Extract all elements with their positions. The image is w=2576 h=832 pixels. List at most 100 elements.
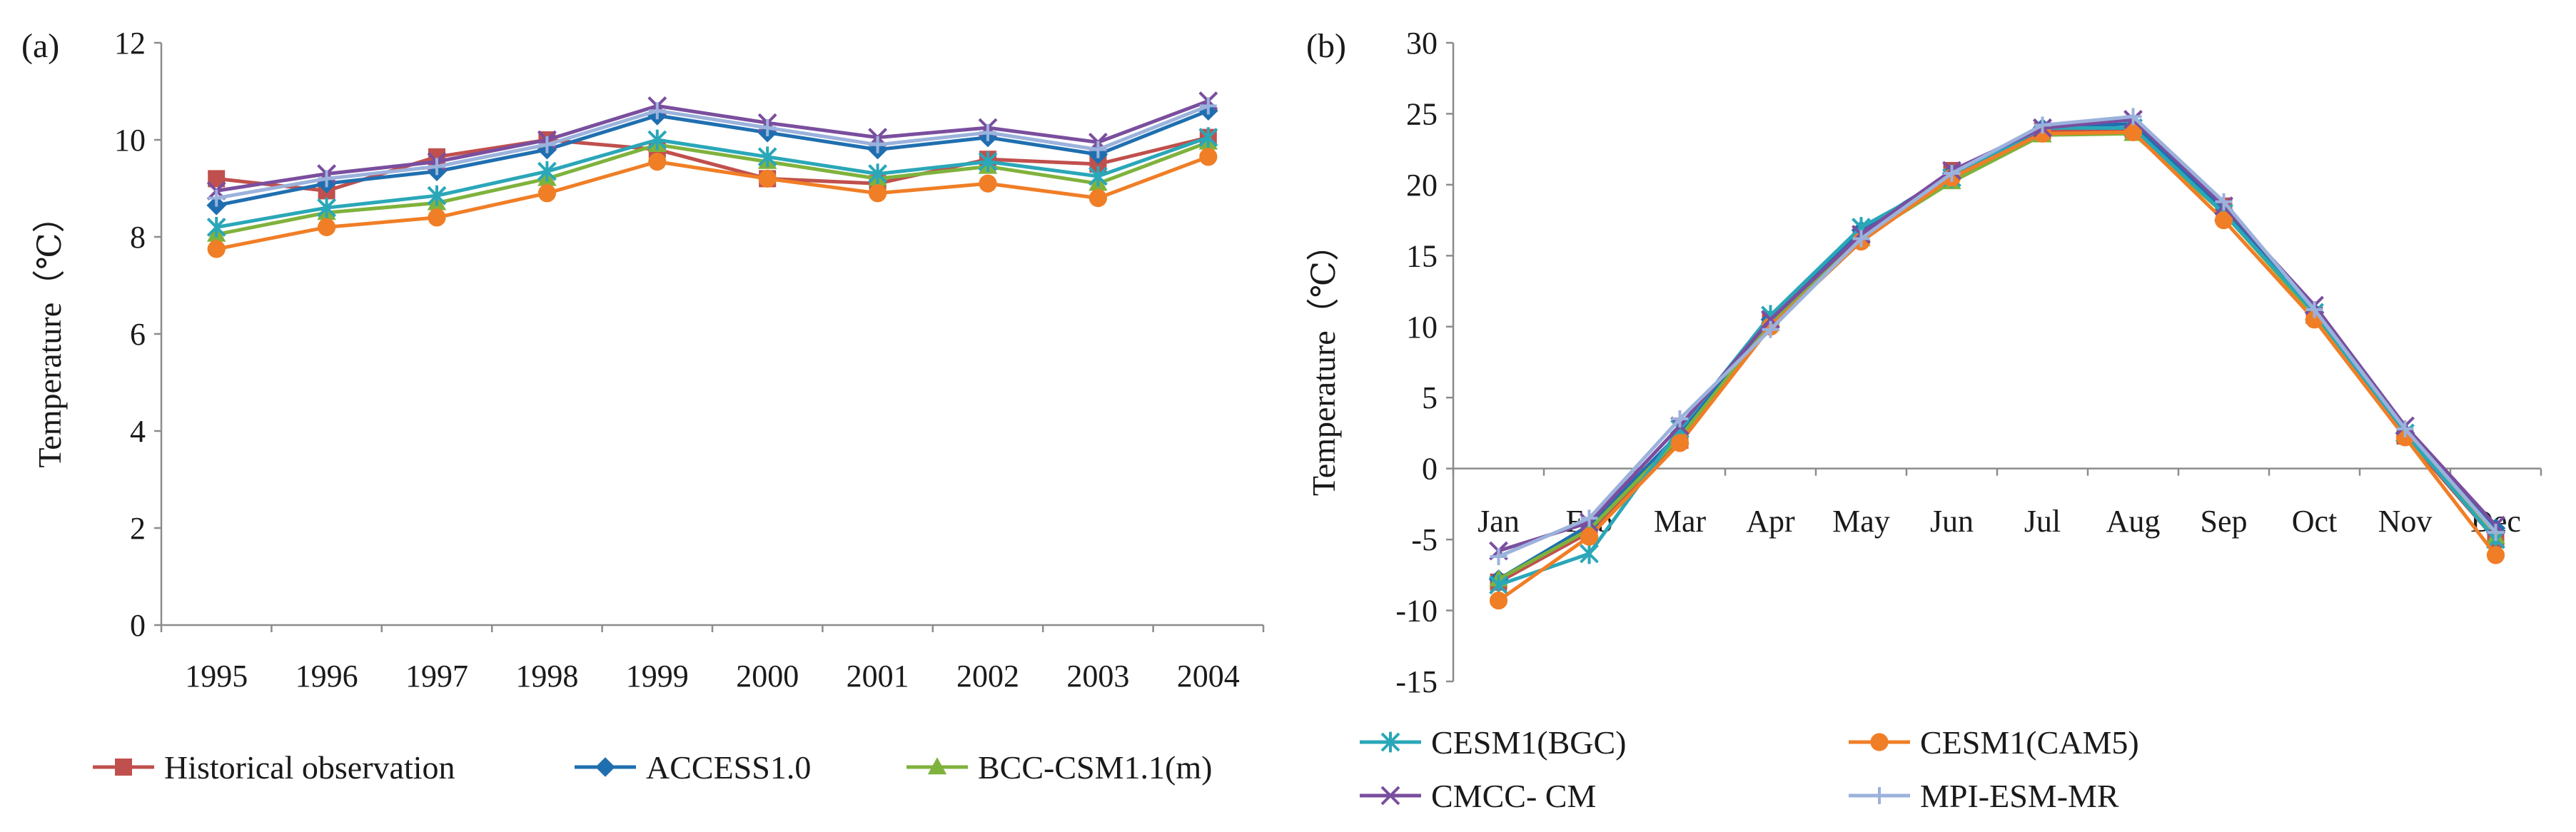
x-tick-label: Apr	[1746, 504, 1795, 539]
x-tick-label: Nov	[2378, 504, 2433, 539]
y-tick-label: 20	[1406, 168, 1438, 203]
data-point-mpi-esm-mr	[1490, 547, 1507, 565]
data-point-mpi-esm-mr	[979, 123, 996, 141]
x-tick-label: Aug	[2106, 504, 2161, 539]
legend-label: CMCC- CM	[1431, 778, 1596, 814]
y-tick-label: 10	[114, 123, 146, 158]
data-point-cesm1-cam5	[1670, 434, 1689, 452]
data-point-cesm1-cam5	[869, 184, 887, 203]
x-tick-label: 1997	[405, 659, 468, 694]
y-tick-label: 0	[1422, 452, 1438, 487]
panel-a-label: (a)	[21, 27, 59, 65]
series-line-access1-0	[216, 108, 1209, 208]
data-point-mpi-esm-mr	[318, 170, 335, 188]
x-tick-label: 2002	[956, 659, 1019, 694]
legend-item-mpi-esm-mr: MPI-ESM-MR	[1849, 778, 2119, 814]
legend-marker	[1871, 787, 1888, 804]
data-point-mpi-esm-mr	[648, 102, 666, 120]
data-point-cesm1-cam5	[2123, 123, 2143, 141]
x-tick-label: 2001	[847, 659, 909, 694]
x-tick-label: 1996	[296, 659, 358, 694]
series-line-cmcc-cm	[216, 99, 1209, 193]
data-point-cesm1-cam5	[979, 174, 997, 193]
x-tick-label: Jun	[1930, 504, 1974, 539]
legend-marker	[1870, 733, 1889, 751]
chart-a: 0 2 4 6 8 10 12 1995 1996 1997 1998 1999 2000 2001 200…	[31, 26, 1265, 786]
legend-marker	[1380, 731, 1400, 753]
data-point-mpi-esm-mr	[1671, 410, 1689, 428]
y-tick-label: 6	[130, 317, 146, 352]
legend-label: CESM1(BGC)	[1431, 724, 1626, 761]
series-line-cesm1-cam5	[1497, 130, 2497, 602]
data-point-cesm1-bgc	[1088, 166, 1108, 187]
data-point-mpi-esm-mr	[2034, 116, 2051, 134]
y-tick-label: 8	[130, 220, 146, 255]
series-line-cesm1-cam5	[216, 155, 1209, 251]
panel-b-label: (b)	[1306, 27, 1346, 65]
legend-item-cesm1-cam5: CESM1(CAM5)	[1849, 724, 2139, 761]
legend-marker	[1380, 786, 1400, 806]
data-point-mpi-esm-mr	[759, 119, 777, 136]
data-point-mpi-esm-mr	[428, 158, 445, 176]
data-point-mpi-esm-mr	[1762, 320, 1779, 338]
series-line-cesm1-bgc	[216, 136, 1209, 229]
x-tick-label: Mar	[1654, 504, 1707, 539]
series-line-mpi-esm-mr	[1497, 114, 2497, 559]
data-point-mpi-esm-mr	[1943, 164, 1961, 182]
data-point-cesm1-bgc	[868, 163, 888, 184]
x-tick-label: May	[1832, 504, 1890, 539]
data-point-mpi-esm-mr	[2124, 108, 2142, 126]
x-tick-label: 1995	[185, 659, 248, 694]
data-point-cesm1-cam5	[1489, 592, 1508, 610]
data-point-cesm1-bgc	[427, 185, 447, 206]
y-tick-label: 10	[1406, 310, 1438, 345]
data-point-cesm1-cam5	[1089, 189, 1107, 208]
data-point-cesm1-bgc	[537, 161, 557, 182]
data-point-cesm1-bgc	[317, 197, 337, 218]
legend-item-bcc-csm1-1-m: BCC-CSM1.1(m)	[906, 749, 1212, 786]
data-point-cesm1-cam5	[2214, 211, 2233, 230]
y-tick-label: 12	[114, 26, 146, 61]
data-point-cesm1-bgc	[1580, 543, 1599, 564]
y-tick-label: 25	[1406, 96, 1438, 131]
y-tick-label: 4	[130, 414, 146, 449]
x-tick-label: Jan	[1478, 504, 1520, 539]
data-point-mpi-esm-mr	[538, 136, 556, 153]
legend-label: MPI-ESM-MR	[1920, 778, 2119, 814]
x-tick-label: Sep	[2201, 504, 2248, 539]
legend-item-historical-observation: Historical observation	[93, 749, 455, 786]
data-point-cesm1-cam5	[207, 240, 226, 258]
data-point-cesm1-bgc	[206, 217, 226, 238]
series-line-cesm1-bgc	[1497, 126, 2497, 587]
data-point-cesm1-cam5	[648, 153, 667, 171]
x-tick-label: Oct	[2292, 504, 2338, 539]
data-point-mpi-esm-mr	[2487, 524, 2505, 542]
x-tick-label: Jul	[2024, 504, 2061, 539]
series-line-cmcc-cm	[1497, 117, 2497, 553]
data-point-cesm1-cam5	[758, 169, 777, 188]
data-point-mpi-esm-mr	[869, 136, 887, 153]
legend-item-access1-0: ACCESS1.0	[575, 749, 811, 786]
series-line-bcc-csm1-1-m	[216, 141, 1209, 237]
legend-label: CESM1(CAM5)	[1920, 724, 2139, 761]
chart-b: -15-10-5051015202530JanFebMarAprMayJunJu…	[1305, 26, 2542, 814]
y-tick-label: 5	[1422, 380, 1438, 415]
data-point-cesm1-bgc	[757, 146, 777, 168]
x-tick-label: 2004	[1177, 659, 1240, 694]
legend-item-cmcc-cm: CMCC- CM	[1360, 778, 1596, 814]
legend-label: Historical observation	[164, 749, 455, 786]
x-tick-label: 1998	[515, 659, 578, 694]
data-point-cesm1-cam5	[1580, 527, 1599, 546]
data-point-mpi-esm-mr	[2215, 193, 2233, 210]
series-line-mpi-esm-mr	[216, 104, 1209, 201]
data-point-cesm1-bgc	[978, 151, 998, 172]
y-tick-label: 0	[130, 608, 146, 643]
data-point-cesm1-cam5	[1199, 148, 1218, 166]
legend-marker	[595, 757, 615, 777]
y-axis-title: Temperature（℃）	[1305, 228, 1342, 496]
data-point-mpi-esm-mr	[1199, 97, 1217, 115]
data-point-cesm1-bgc	[1198, 127, 1218, 148]
legend-marker	[115, 759, 132, 776]
y-tick-label: 30	[1406, 26, 1438, 61]
